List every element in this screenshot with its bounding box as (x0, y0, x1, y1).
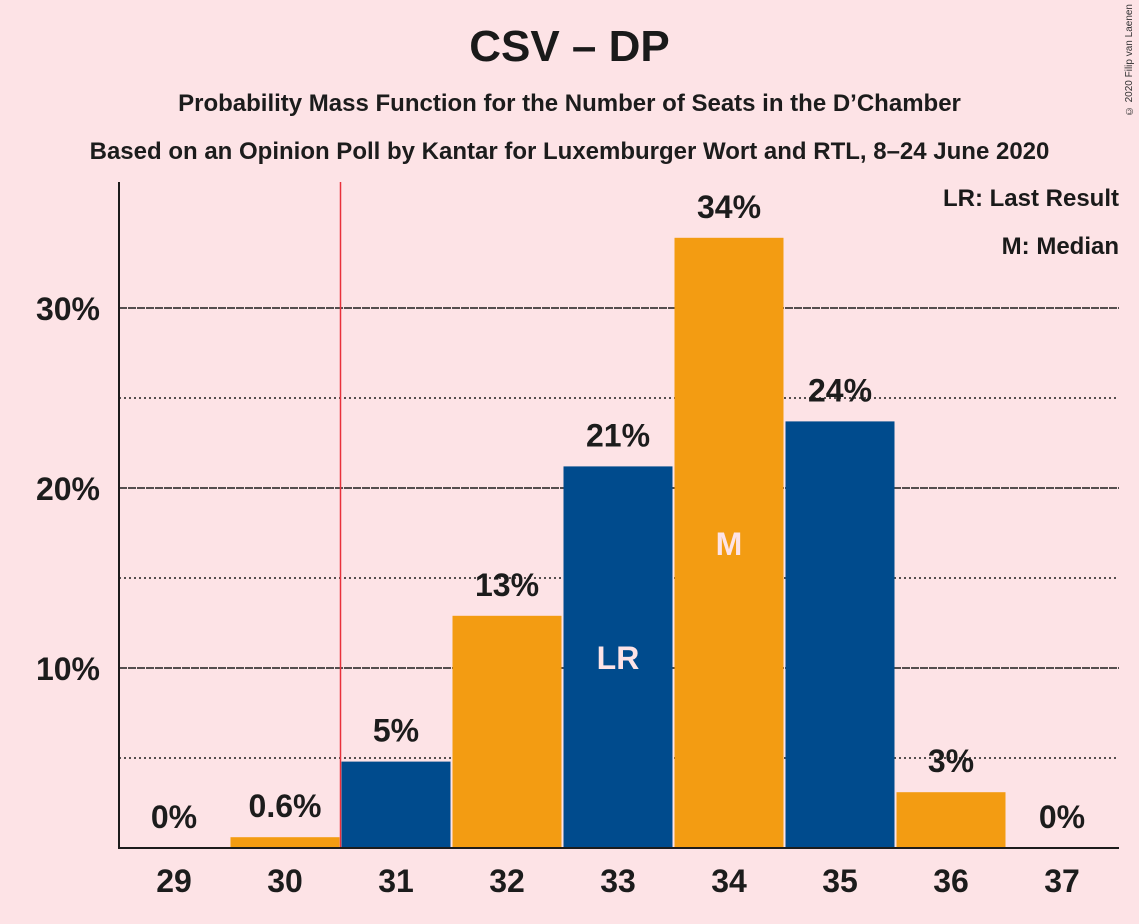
data-label: 0% (1039, 799, 1085, 835)
legend-median: M: Median (1001, 233, 1119, 260)
x-tick-label: 31 (378, 863, 414, 899)
bar (341, 761, 451, 848)
legend-last-result: LR: Last Result (942, 185, 1119, 212)
y-tick-label: 10% (36, 651, 100, 687)
chart-source: Based on an Opinion Poll by Kantar for L… (89, 138, 1050, 165)
x-tick-label: 34 (711, 863, 747, 899)
data-label: 34% (697, 189, 761, 225)
bar (230, 837, 340, 848)
bar (452, 615, 562, 848)
data-label: 0% (151, 799, 197, 835)
chart-subtitle: Probability Mass Function for the Number… (178, 90, 961, 117)
x-tick-label: 30 (267, 863, 303, 899)
x-tick-label: 32 (489, 863, 525, 899)
bar-marker-label: M (716, 526, 743, 562)
x-tick-label: 37 (1044, 863, 1080, 899)
data-label: 13% (475, 567, 539, 603)
x-tick-label: 35 (822, 863, 858, 899)
bar (674, 237, 784, 849)
chart-title: CSV – DP (469, 22, 670, 71)
y-tick-label: 30% (36, 291, 100, 327)
bar-marker-label: LR (597, 640, 640, 676)
data-label: 3% (928, 743, 974, 779)
y-tick-label: 20% (36, 471, 100, 507)
data-label: 5% (373, 713, 419, 749)
bar (785, 421, 895, 848)
data-label: 24% (808, 372, 872, 408)
data-label: 0.6% (249, 788, 322, 824)
data-label: 21% (586, 417, 650, 453)
x-tick-label: 33 (600, 863, 636, 899)
x-tick-label: 36 (933, 863, 969, 899)
bar (896, 792, 1006, 848)
bar (563, 466, 673, 848)
x-tick-label: 29 (156, 863, 192, 899)
